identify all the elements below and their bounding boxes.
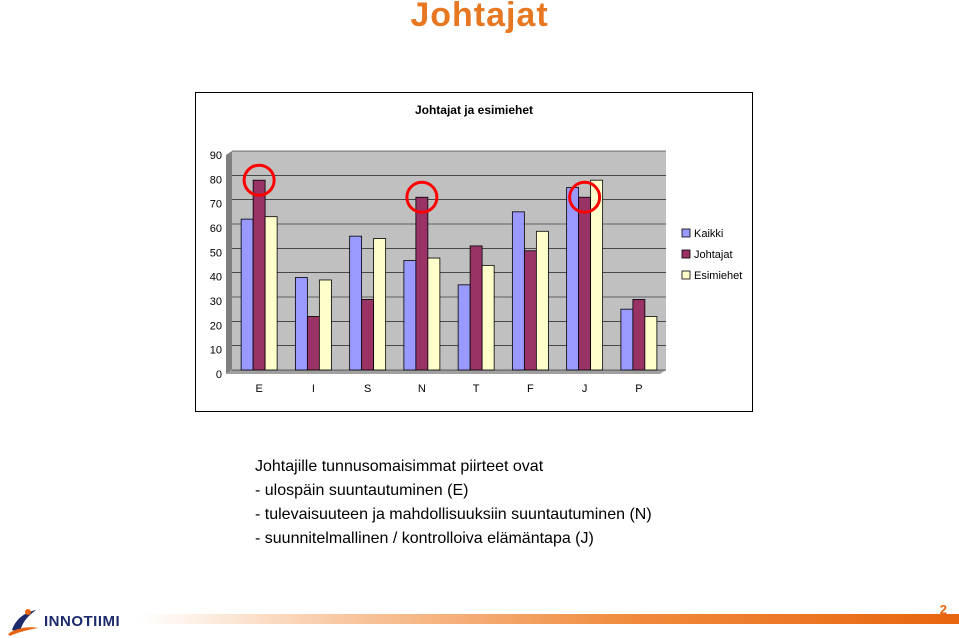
x-tick-label: P bbox=[635, 383, 642, 395]
chart-container: Johtajat ja esimiehet 0 10 20 30 40 50 60 70 80 90… bbox=[195, 92, 753, 412]
y-tick-label: 60 bbox=[210, 223, 222, 235]
bullet-item: - tulevaisuuteen ja mahdollisuuksiin suu… bbox=[255, 506, 652, 523]
bar bbox=[644, 316, 658, 371]
legend-swatch bbox=[681, 270, 691, 280]
highlight-circle bbox=[568, 180, 602, 214]
bar bbox=[481, 264, 495, 371]
bar bbox=[566, 187, 580, 371]
highlight-circle bbox=[242, 163, 276, 197]
bar bbox=[590, 179, 604, 371]
legend-label: Esimiehet bbox=[694, 270, 742, 282]
y-tick-label: 40 bbox=[210, 272, 222, 284]
bar bbox=[469, 245, 483, 371]
x-tick-label: S bbox=[364, 383, 371, 395]
bar bbox=[361, 299, 375, 371]
legend-swatch bbox=[681, 249, 691, 259]
legend-swatch bbox=[681, 228, 691, 238]
bar bbox=[240, 218, 254, 371]
y-tick-label: 90 bbox=[210, 150, 222, 162]
bar bbox=[535, 230, 549, 371]
footer-bar bbox=[140, 614, 959, 624]
bar bbox=[403, 260, 417, 371]
bar bbox=[415, 196, 429, 371]
y-tick-label: 70 bbox=[210, 199, 222, 211]
bar-chart: Johtajat ja esimiehet 0 10 20 30 40 50 60 70 80 90… bbox=[210, 103, 743, 395]
bar bbox=[264, 216, 278, 371]
y-tick-label: 50 bbox=[210, 247, 222, 259]
bar bbox=[632, 299, 646, 371]
y-tick-label: 30 bbox=[210, 296, 222, 308]
logo-icon bbox=[8, 609, 38, 636]
y-tick-label: 10 bbox=[210, 345, 222, 357]
x-tick-label: E bbox=[255, 383, 262, 395]
bar bbox=[306, 316, 320, 371]
chart-title: Johtajat ja esimiehet bbox=[415, 103, 533, 117]
bullet-item: - ulospäin suuntautuminen (E) bbox=[255, 482, 469, 499]
highlight-circle bbox=[405, 180, 439, 214]
bullet-intro: Johtajille tunnusomaisimmat piirteet ova… bbox=[255, 458, 544, 475]
plot-side-wall bbox=[226, 151, 232, 374]
x-tick-label: N bbox=[418, 383, 426, 395]
y-tick-label: 20 bbox=[210, 320, 222, 332]
bar bbox=[523, 250, 537, 371]
x-tick-label: F bbox=[527, 383, 534, 395]
y-tick-label: 0 bbox=[216, 369, 222, 381]
bar bbox=[252, 179, 266, 371]
bar bbox=[620, 308, 634, 371]
x-tick-label: T bbox=[473, 383, 480, 395]
bar bbox=[318, 279, 332, 371]
bar bbox=[578, 196, 592, 371]
bar bbox=[427, 257, 441, 371]
page-number: 2 bbox=[939, 602, 947, 617]
legend-label: Johtajat bbox=[694, 249, 733, 261]
logo-text: INNOTIIMI bbox=[44, 612, 121, 630]
bar bbox=[373, 238, 387, 371]
x-tick-label: I bbox=[312, 383, 315, 395]
bar bbox=[457, 284, 471, 371]
bar bbox=[294, 277, 308, 371]
bullet-item: - suunnitelmallinen / kontrolloiva elämä… bbox=[255, 530, 594, 547]
bar bbox=[349, 235, 363, 371]
y-tick-label: 80 bbox=[210, 174, 222, 186]
slide-title: Johtajat bbox=[410, 0, 549, 34]
bar bbox=[511, 211, 525, 371]
bullet-list: Johtajille tunnusomaisimmat piirteet ova… bbox=[255, 455, 855, 551]
plot-floor bbox=[226, 370, 666, 374]
company-logo: INNOTIIMI bbox=[6, 606, 120, 636]
legend-label: Kaikki bbox=[694, 228, 723, 240]
x-tick-label: J bbox=[582, 383, 588, 395]
